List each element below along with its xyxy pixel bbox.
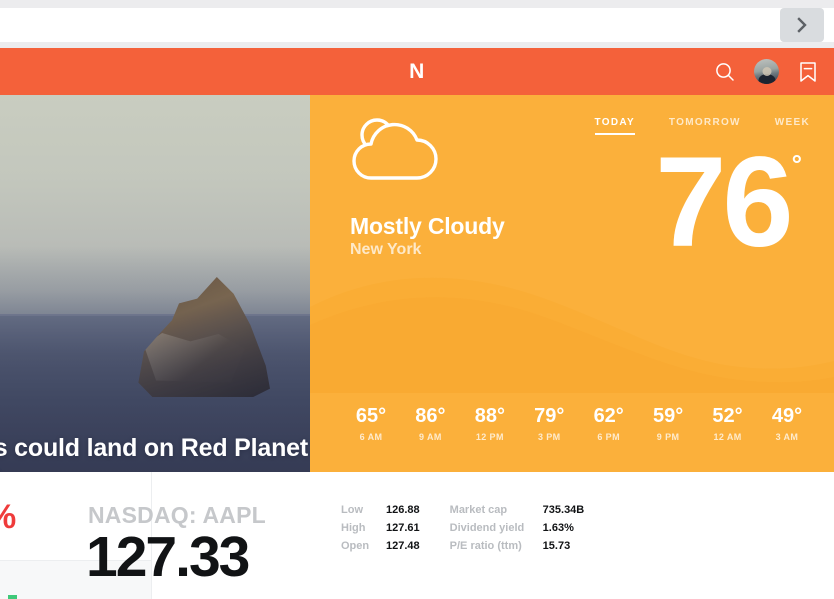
stock-card: % NASDAQ: AAPL 127.33 Low 126.88 High 12…	[0, 472, 834, 599]
stat-value: 1.63%	[542, 522, 574, 534]
hourly-item: 88° 12 PM	[461, 405, 519, 442]
stock-symbol: NASDAQ: AAPL	[88, 502, 266, 528]
hourly-temp: 59°	[652, 405, 684, 427]
hourly-temp: 86°	[415, 405, 446, 427]
degree-symbol: °	[791, 149, 802, 179]
hourly-item: 65° 6 AM	[342, 405, 400, 442]
hourly-temp: 79°	[534, 405, 565, 427]
temperature-value: 76	[655, 131, 793, 274]
browser-top-strip	[0, 0, 834, 48]
stat-row: Low 126.88	[341, 504, 420, 516]
weather-card: TODAY TOMORROW WEEK Mostly Cloudy New Yo…	[310, 95, 834, 472]
hourly-item: 79° 3 PM	[520, 405, 578, 442]
app-header: N	[0, 48, 834, 95]
tab-today[interactable]: TODAY	[594, 117, 636, 135]
tab-week[interactable]: WEEK	[774, 117, 810, 128]
weather-temperature: 76°	[655, 139, 802, 267]
stat-key: High	[341, 522, 366, 534]
tab-tomorrow[interactable]: TOMORROW	[668, 117, 741, 128]
stat-row: P/E ratio (ttm) 15.73	[450, 540, 585, 552]
hourly-time: 9 PM	[656, 432, 680, 442]
stock-price: 127.33	[86, 525, 250, 589]
hourly-time: 9 AM	[419, 432, 442, 442]
story-headline: Humans could land on Red Planet by 2039	[0, 434, 309, 472]
stock-stats-left: Low 126.88 High 127.61 Open 127.48	[341, 504, 420, 552]
stock-stats-right: Market cap 735.34B Dividend yield 1.63% …	[450, 504, 585, 552]
hourly-temp: 49°	[771, 405, 803, 427]
hourly-temp: 52°	[712, 405, 743, 427]
previous-card-sparkline	[8, 595, 17, 599]
carousel-next-button[interactable]	[780, 8, 824, 42]
hourly-item: 59° 9 PM	[639, 405, 697, 442]
stat-key: Dividend yield	[449, 522, 525, 534]
weather-wave-decoration	[310, 277, 834, 393]
search-icon[interactable]	[713, 60, 737, 84]
story-card[interactable]: Humans could land on Red Planet by 2039 …	[0, 95, 310, 472]
hourly-item: 62° 6 PM	[580, 405, 638, 442]
hourly-item: 49° 3 AM	[758, 405, 816, 442]
story-image-overlay	[0, 95, 310, 472]
hourly-time: 6 PM	[597, 432, 620, 442]
previous-card-edge: %	[0, 472, 151, 599]
weather-tabs: TODAY TOMORROW WEEK	[594, 117, 810, 135]
stat-value: 126.88	[386, 504, 420, 516]
stat-row: Market cap 735.34B	[450, 504, 585, 516]
stat-value: 127.61	[386, 522, 420, 534]
hourly-temp: 88°	[474, 405, 505, 427]
card-divider	[151, 472, 152, 599]
hourly-temp: 62°	[593, 405, 624, 427]
hourly-item: 86° 9 AM	[401, 405, 459, 442]
stat-key: Low	[341, 504, 363, 516]
hourly-time: 12 AM	[713, 432, 742, 442]
chevron-right-icon	[796, 17, 808, 33]
brand-logo[interactable]: N	[409, 60, 425, 83]
stock-stats: Low 126.88 High 127.61 Open 127.48 Marke…	[341, 504, 584, 552]
stat-row: Open 127.48	[341, 540, 420, 552]
hero-row: Humans could land on Red Planet by 2039 …	[0, 95, 834, 472]
hourly-time: 3 AM	[775, 432, 799, 442]
avatar[interactable]	[754, 59, 779, 84]
header-tools	[713, 48, 820, 95]
bookmark-icon[interactable]	[796, 60, 820, 84]
stat-value: 15.73	[542, 540, 571, 552]
hourly-temp: 65°	[355, 405, 387, 427]
hourly-forecast: 65° 6 AM 86° 9 AM 88° 12 PM 79° 3 PM 62°	[342, 405, 816, 442]
partial-percent-value: %	[0, 498, 16, 537]
stat-key: Open	[341, 540, 370, 552]
hourly-time: 12 PM	[475, 432, 504, 442]
weather-condition: Mostly Cloudy	[350, 213, 505, 239]
stat-row: Dividend yield 1.63%	[450, 522, 585, 534]
stat-value: 735.34B	[542, 504, 585, 516]
previous-card-panel	[0, 560, 151, 599]
cloud-icon	[351, 112, 443, 193]
hourly-time: 6 AM	[359, 432, 383, 442]
hourly-item: 52° 12 AM	[699, 405, 757, 442]
weather-city: New York	[350, 241, 422, 258]
carousel-strip	[0, 8, 834, 42]
stat-row: High 127.61	[341, 522, 420, 534]
stat-key: Market cap	[449, 504, 508, 516]
hourly-time: 3 PM	[537, 432, 561, 442]
stat-value: 127.48	[386, 540, 420, 552]
stat-key: P/E ratio (ttm)	[449, 540, 522, 552]
